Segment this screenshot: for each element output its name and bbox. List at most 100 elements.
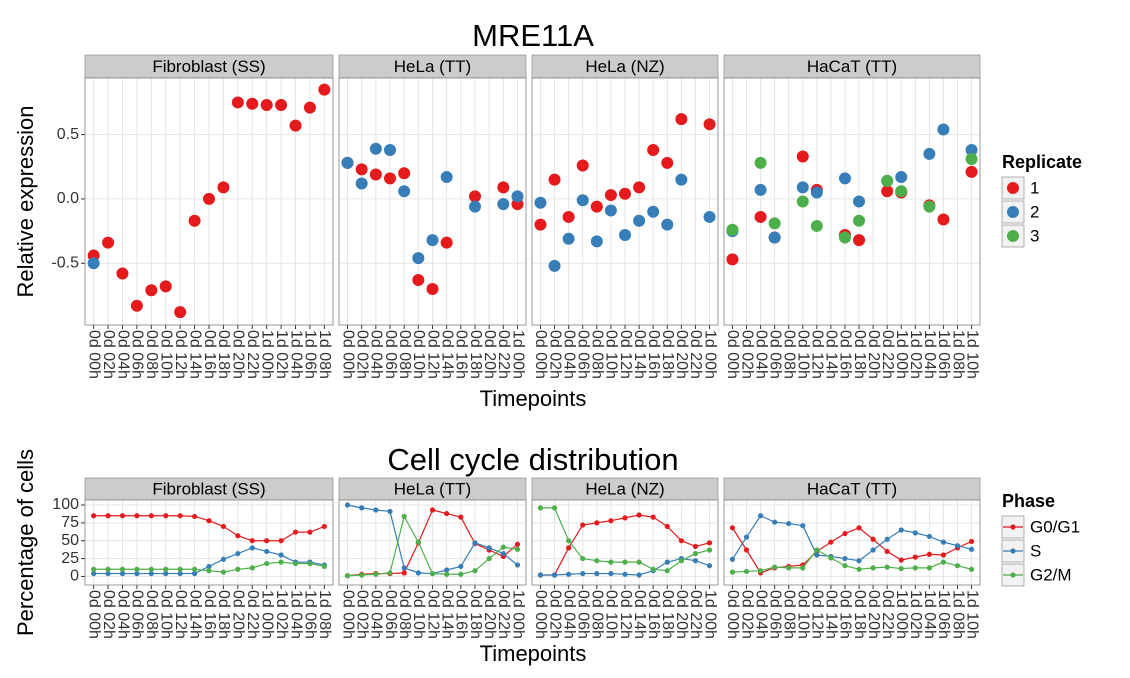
point [440,236,453,249]
line-point [206,563,212,570]
x-tick-label: 1d 06h [302,590,319,639]
x-tick-label: 0d 16h [645,590,662,639]
line-point [968,546,975,552]
x-tick-label: 0d 16h [453,330,470,379]
point [246,97,259,110]
legend-title: Phase [1002,491,1055,511]
x-tick-label: 0d 22h [495,590,512,639]
x-tick-label: 1d 06h [935,590,952,639]
line-point [220,569,227,575]
x-tick-label: 0d 04h [752,590,769,639]
point [647,144,660,157]
line-point [191,570,198,577]
point [426,282,439,295]
legend-marker [1007,206,1019,218]
x-tick-label: 0d 02h [353,590,370,639]
point [355,177,368,190]
line-point [292,529,299,535]
point [853,214,866,227]
panel-border [723,499,981,586]
x-tick-label: 0d 22h [879,590,896,639]
line-point [105,513,111,519]
point [768,231,781,244]
line-point [594,520,600,526]
line-point [537,505,544,511]
strip-label: HeLa (TT) [394,479,471,498]
point [965,144,978,157]
line-point [344,502,351,508]
y-tick-label: 50 [61,532,79,549]
line-point [800,565,806,571]
line-point [373,571,379,577]
x-tick-label: 0d 18h [215,590,232,639]
point [303,101,316,114]
point [590,235,603,248]
line-point [458,563,464,570]
x-tick-label: 0d 18h [659,330,676,379]
line-point [842,555,848,562]
x-tick-label: 0d 12h [172,330,189,379]
line-point [926,565,932,571]
point [604,204,617,217]
point [838,231,851,244]
line-point [650,514,656,520]
point [768,217,781,230]
x-tick-label: 0d 18h [467,330,484,379]
x-tick-label: 0d 06h [129,330,146,379]
line-point [415,539,421,545]
line-point [514,562,521,568]
point [534,218,547,231]
line-point [678,538,684,544]
x-tick-label: 0d 22h [687,590,704,639]
point [318,83,331,96]
x-tick-label: 0d 08h [589,330,606,379]
line-point [401,513,407,520]
x-tick-label: 1d 10h [963,330,980,379]
point [497,198,510,211]
line-point [292,560,299,567]
x-tick-label: 0d 14h [823,330,840,379]
x-tick-label: 0d 08h [143,330,160,379]
point [576,159,589,172]
line-point [105,570,111,577]
legend-title: Replicate [1002,152,1082,172]
x-tick-label: 0d 12h [424,330,441,379]
line-point [373,507,379,513]
line-point [814,552,820,558]
x-tick-label: 0d 08h [396,590,413,639]
strip-label: Fibroblast (SS) [152,57,265,76]
line-point [772,519,778,525]
x-tick-label: 0d 00h [532,330,549,379]
line-point [401,565,407,571]
point [661,156,674,169]
line-point [514,546,521,552]
line-point [235,566,241,572]
point [703,210,716,223]
point [275,99,288,112]
point [511,190,524,203]
panel-border [338,499,527,586]
line-point [786,565,792,571]
line-point [706,547,713,553]
x-tick-label: 0d 10h [158,330,175,379]
y-tick-label: -0.5 [51,254,79,271]
point [534,196,547,209]
x-tick-label: 0d 00h [724,330,741,379]
line-point [220,556,227,562]
x-tick-label: 0d 14h [186,590,203,639]
x-tick-label: 1d 02h [907,330,924,379]
line-point [105,566,111,572]
point [203,192,215,205]
x-tick-label: 0d 22h [244,330,261,379]
line-point [119,566,126,572]
line-point [842,530,848,537]
x-tick-label: 1d 08h [316,590,333,639]
strip-label: HaCaT (TT) [807,57,897,76]
point [562,232,575,245]
x-tick-label: 0d 10h [795,330,812,379]
line-point [458,514,464,520]
line-point [321,523,327,530]
line-point [622,559,628,565]
point [102,236,115,249]
line-point [828,555,834,561]
